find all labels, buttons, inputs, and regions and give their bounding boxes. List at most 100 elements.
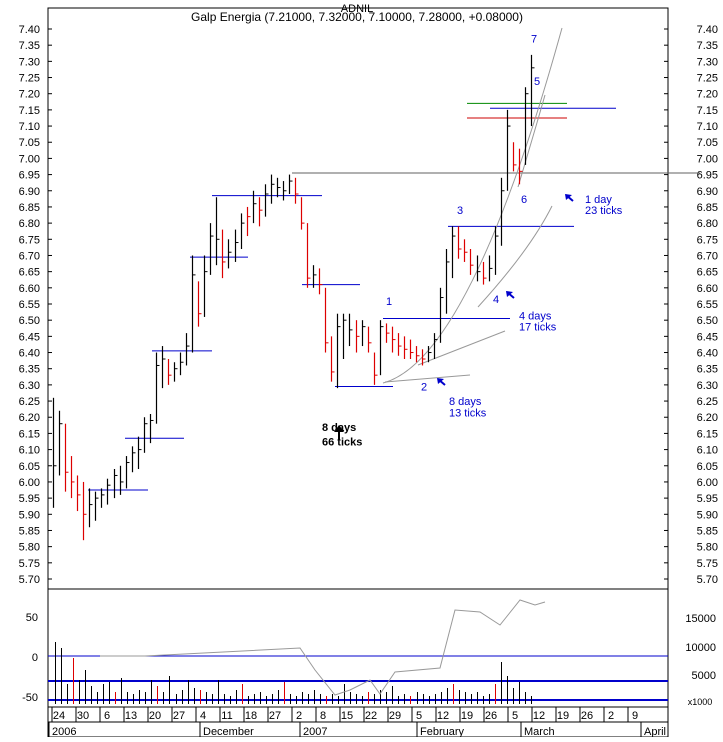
date-tick-label: 12 [533, 710, 545, 722]
price-tick-right: 5.75 [697, 558, 718, 570]
price-tick-left: 5.95 [19, 493, 40, 505]
annotation-label: 66 ticks [322, 437, 362, 449]
price-tick-right: 6.80 [697, 218, 718, 230]
price-tick-left: 6.60 [19, 283, 40, 295]
price-tick-left: 6.90 [19, 186, 40, 198]
price-tick-left: 6.05 [19, 461, 40, 473]
lower-tick-right: 10000 [685, 642, 716, 654]
price-tick-left: 6.95 [19, 170, 40, 182]
annotation-label: 4 [493, 294, 499, 306]
price-tick-right: 7.00 [697, 153, 718, 165]
annotation-label: 4 days [519, 310, 552, 322]
price-tick-left: 6.00 [19, 477, 40, 489]
price-tick-right: 7.20 [697, 89, 718, 101]
price-tick-right: 6.50 [697, 315, 718, 327]
price-tick-left: 6.30 [19, 380, 40, 392]
date-tick-label: 11 [221, 710, 232, 722]
price-tick-right: 5.70 [697, 574, 718, 586]
date-tick-label: 13 [125, 710, 137, 722]
top-label: ADNIL [341, 3, 373, 15]
fan-line-4 [417, 330, 506, 366]
date-tick-label: 5 [416, 710, 422, 722]
price-tick-left: 7.20 [19, 89, 40, 101]
date-tick-label: 27 [269, 710, 281, 722]
annotation-label: 6 [521, 194, 527, 206]
price-tick-left: 7.05 [19, 137, 40, 149]
fan-curve-7 [517, 94, 546, 188]
price-tick-right: 6.90 [697, 186, 718, 198]
price-tick-left: 6.10 [19, 445, 40, 457]
annotation-label: 8 days [449, 396, 482, 408]
blue-arrow-head [506, 291, 513, 297]
price-tick-right: 7.35 [697, 40, 718, 52]
price-tick-left: 5.70 [19, 574, 40, 586]
price-tick-right: 6.95 [697, 170, 718, 182]
price-tick-left: 6.15 [19, 428, 40, 440]
blue-arrow-head [437, 378, 444, 384]
price-tick-right: 6.10 [697, 445, 718, 457]
date-tick-label: 30 [77, 710, 89, 722]
lower-panel-frame [47, 588, 669, 708]
annotation-label: 13 ticks [449, 407, 487, 419]
price-tick-left: 6.20 [19, 412, 40, 424]
date-period-label: 2007 [303, 726, 327, 737]
date-tick-label: 22 [365, 710, 377, 722]
date-tick-label: 26 [485, 710, 497, 722]
date-tick-label: 8 [320, 710, 326, 722]
price-tick-left: 6.35 [19, 364, 40, 376]
price-tick-left: 5.75 [19, 558, 40, 570]
price-tick-left: 7.15 [19, 105, 40, 117]
blue-arrow-head [565, 194, 572, 200]
date-tick-label: 4 [200, 710, 206, 722]
date-tick-label: 27 [173, 710, 185, 722]
date-tick-label: 26 [581, 710, 593, 722]
price-tick-left: 5.90 [19, 509, 40, 521]
annotation-label: 2 [421, 382, 427, 394]
price-tick-left: 6.50 [19, 315, 40, 327]
lower-tick-left: -50 [22, 692, 38, 704]
date-tick-label: 18 [245, 710, 257, 722]
price-tick-left: 6.65 [19, 267, 40, 279]
price-tick-right: 6.70 [697, 250, 718, 262]
price-tick-left: 5.80 [19, 542, 40, 554]
price-tick-left: 7.35 [19, 40, 40, 52]
price-tick-right: 5.90 [697, 509, 718, 521]
price-tick-right: 6.40 [697, 348, 718, 360]
price-tick-right: 6.45 [697, 331, 718, 343]
lower-tick-left: 50 [26, 612, 38, 624]
price-tick-right: 6.05 [697, 461, 718, 473]
date-tick-label: 29 [389, 710, 401, 722]
price-tick-right: 7.10 [697, 121, 718, 133]
date-tick-label: 12 [437, 710, 449, 722]
price-tick-left: 7.10 [19, 121, 40, 133]
price-tick-left: 7.25 [19, 73, 40, 85]
price-tick-left: 6.40 [19, 348, 40, 360]
date-tick-label: 19 [557, 710, 569, 722]
price-tick-right: 6.15 [697, 428, 718, 440]
price-tick-right: 7.40 [697, 24, 718, 36]
price-tick-right: 6.55 [697, 299, 718, 311]
price-tick-left: 7.40 [19, 24, 40, 36]
fan-curve-1 [382, 27, 563, 384]
price-tick-left: 6.75 [19, 234, 40, 246]
price-tick-right: 5.80 [697, 542, 718, 554]
price-tick-right: 5.85 [697, 525, 718, 537]
price-tick-left: 6.70 [19, 250, 40, 262]
price-tick-left: 6.45 [19, 331, 40, 343]
date-tick-label: 6 [104, 710, 110, 722]
date-tick-label: 15 [341, 710, 353, 722]
price-tick-left: 5.85 [19, 525, 40, 537]
price-tick-right: 7.30 [697, 56, 718, 68]
date-tick-label: 19 [461, 710, 473, 722]
up-arrow-head [334, 425, 344, 432]
date-tick-label: 2 [608, 710, 614, 722]
price-tick-right: 6.25 [697, 396, 718, 408]
date-period-label: December [203, 726, 254, 737]
date-period-label: April [644, 726, 666, 737]
lower-tick-left: 0 [32, 652, 38, 664]
annotation-label: 5 [534, 76, 540, 88]
date-tick-label: 20 [149, 710, 161, 722]
price-tick-right: 6.00 [697, 477, 718, 489]
price-tick-left: 6.55 [19, 299, 40, 311]
date-tick-label: 9 [632, 710, 638, 722]
